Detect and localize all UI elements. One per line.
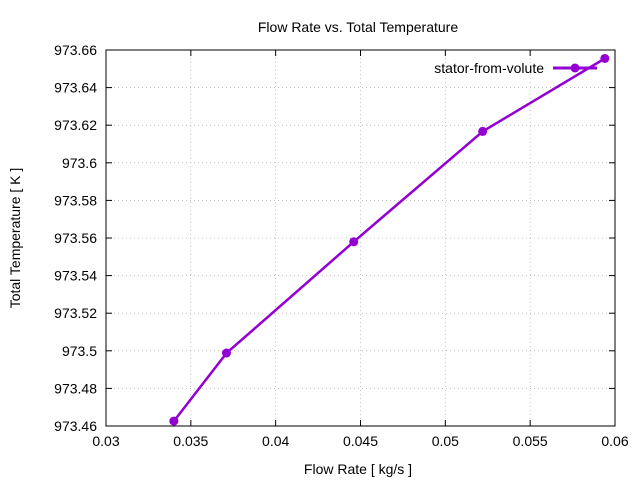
data-point [478, 126, 488, 136]
series-layer [169, 53, 610, 426]
y-tick-label: 973.56 [54, 230, 97, 246]
y-tick-label: 973.62 [54, 117, 97, 133]
x-tick-label: 0.035 [173, 433, 208, 449]
y-tick-label: 973.5 [62, 343, 97, 359]
y-tick-label: 973.58 [54, 192, 97, 208]
x-tick-label: 0.03 [92, 433, 119, 449]
x-axis-label: Flow Rate [ kg/s ] [304, 461, 412, 477]
axis-ticks: 0.03 0.035 0.04 0.045 0.05 0.055 0.06 973.46 973… [54, 42, 629, 449]
data-point [600, 53, 610, 63]
y-tick-label: 973.6 [62, 155, 97, 171]
x-tick-label: 0.045 [343, 433, 378, 449]
y-tick-label: 973.64 [54, 80, 97, 96]
x-tick-label: 0.05 [432, 433, 459, 449]
y-tick-label: 973.46 [54, 418, 97, 434]
legend-marker [570, 63, 580, 73]
series-line [172, 57, 606, 422]
grid [106, 50, 615, 426]
data-point [221, 348, 231, 358]
plot-frame [105, 49, 616, 427]
chart-title: Flow Rate vs. Total Temperature [258, 19, 458, 35]
y-tick-label: 973.54 [54, 268, 97, 284]
y-tick-label: 973.52 [54, 305, 97, 321]
y-tick-label: 973.66 [54, 42, 97, 58]
y-tick-label: 973.48 [54, 380, 97, 396]
legend-label: stator-from-volute [434, 60, 544, 76]
data-point [169, 416, 179, 426]
x-tick-label: 0.055 [513, 433, 548, 449]
y-axis-label: Total Temperature [ K ] [7, 168, 23, 309]
x-tick-label: 0.04 [262, 433, 289, 449]
data-point [349, 237, 359, 247]
x-tick-label: 0.06 [601, 433, 628, 449]
legend: stator-from-volute [434, 60, 597, 76]
